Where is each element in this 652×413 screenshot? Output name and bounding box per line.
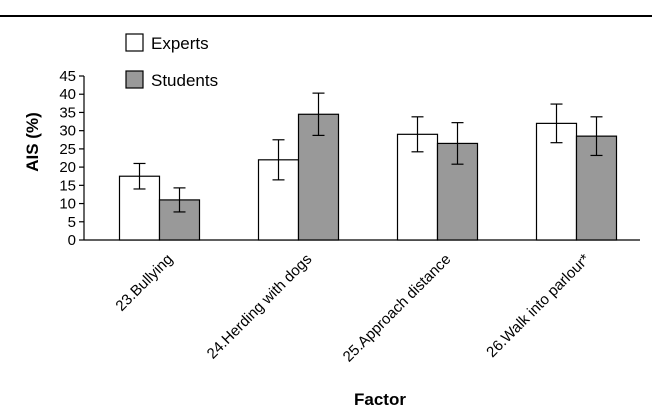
- legend-swatch-experts: [125, 33, 144, 52]
- legend-label-students: Students: [151, 71, 218, 90]
- y-tick-label: 0: [68, 232, 76, 249]
- legend-label-experts: Experts: [151, 34, 209, 53]
- y-axis-title: AIS (%): [23, 112, 42, 172]
- y-tick-label: 45: [59, 68, 76, 85]
- y-tick-label: 15: [59, 177, 76, 194]
- x-axis-title: Factor: [354, 390, 406, 409]
- y-tick-label: 30: [59, 123, 76, 140]
- legend-swatch-students: [125, 70, 144, 89]
- category-label: 26.Walk into parlour*: [483, 251, 593, 361]
- y-tick-label: 10: [59, 196, 76, 213]
- y-tick-label: 5: [68, 214, 76, 231]
- y-tick-label: 20: [59, 159, 76, 176]
- category-label: 23.Bullying: [112, 251, 176, 315]
- y-tick-label: 25: [59, 141, 76, 158]
- y-tick-label: 35: [59, 104, 76, 121]
- y-tick-label: 40: [59, 86, 76, 103]
- category-label: 25.Approach distance: [340, 251, 455, 366]
- category-label: 24.Herding with dogs: [204, 251, 316, 363]
